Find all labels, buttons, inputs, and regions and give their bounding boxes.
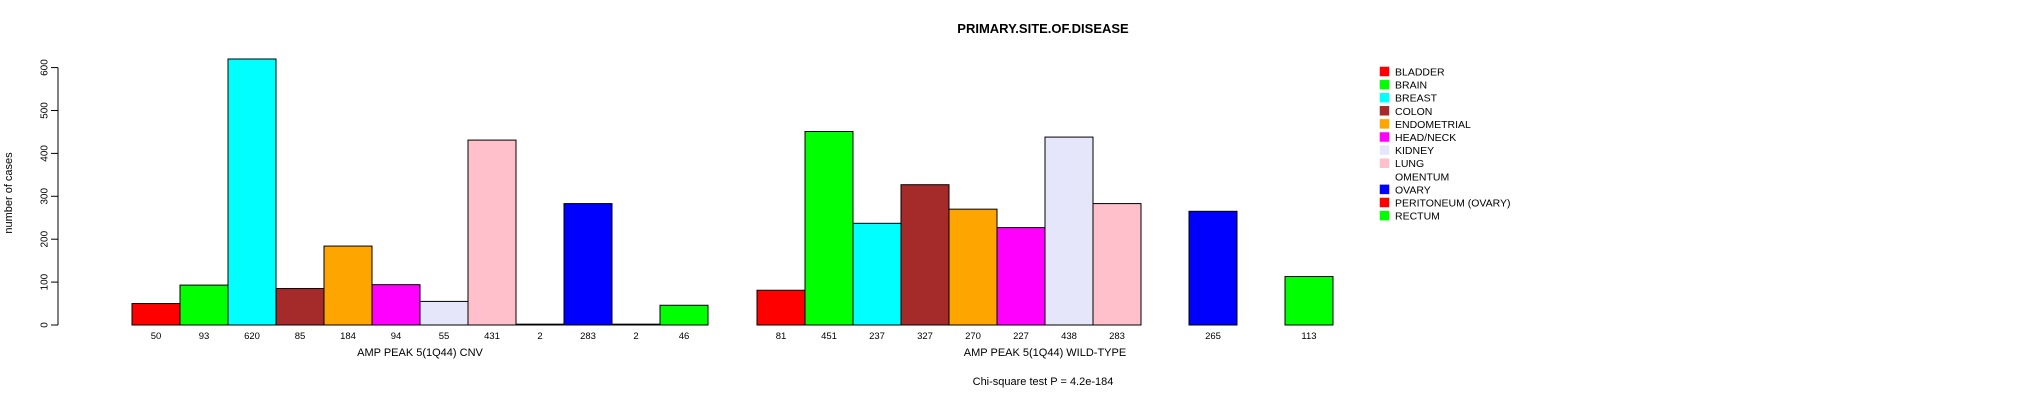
legend-swatch-endometrial (1379, 119, 1390, 129)
legend-label-breast: BREAST (1395, 93, 1438, 105)
bar-rectum (1284, 276, 1334, 326)
bar-brain (804, 131, 854, 326)
y-axis-label: number of cases (3, 152, 15, 234)
bar-bladder (756, 289, 806, 326)
y-tick-label: 200 (40, 230, 51, 247)
bar-count-label: 184 (340, 331, 356, 342)
bar-count-label: 113 (1301, 331, 1316, 342)
bar-omentum (515, 323, 565, 326)
bar-group-cnv: 50 93 620 85 184 94 55 431 2 283 2 46 (131, 58, 709, 342)
chart-title: PRIMARY.SITE.OF.DISEASE (957, 21, 1129, 36)
bar-head-neck (371, 284, 421, 326)
legend-swatch-head-neck (1379, 132, 1390, 142)
bar-count-label: 265 (1205, 331, 1221, 342)
bar-endometrial (948, 208, 998, 326)
legend-label-peritoneum-ovary: PERITONEUM (OVARY) (1395, 198, 1511, 210)
bar-breast (852, 222, 902, 326)
bar-breast (227, 58, 277, 326)
bar-count-label: 81 (776, 331, 787, 342)
legend-label-head-neck: HEAD/NECK (1395, 132, 1456, 144)
bar-count-label: 620 (244, 331, 260, 342)
chi-square-footnote: Chi-square test P = 4.2e-184 (973, 376, 1114, 388)
bar-ovary (1188, 210, 1238, 326)
bar-lung (467, 139, 517, 326)
bar-count-label: 431 (484, 331, 500, 342)
legend-label-kidney: KIDNEY (1395, 145, 1434, 157)
y-tick-label: 300 (40, 188, 51, 205)
legend-swatch-colon (1379, 106, 1390, 116)
x-axis-label-wild-type: AMP PEAK 5(1Q44) WILD-TYPE (964, 347, 1126, 359)
bar-count-label: 227 (1013, 331, 1029, 342)
legend-label-brain: BRAIN (1395, 80, 1427, 92)
legend-swatch-lung (1379, 158, 1390, 168)
y-tick-label: 500 (40, 102, 51, 119)
bar-colon (275, 288, 325, 326)
legend-label-endometrial: ENDOMETRIAL (1395, 119, 1471, 131)
legend-label-ovary: OVARY (1395, 184, 1431, 196)
legend-swatch-brain (1379, 79, 1390, 90)
bar-count-label: 237 (869, 331, 885, 342)
bar-count-label: 50 (151, 331, 162, 342)
bar-count-label: 2 (537, 331, 542, 342)
legend-swatch-rectum (1379, 210, 1390, 221)
legend-swatch-bladder (1379, 66, 1390, 77)
bar-kidney (419, 300, 469, 326)
bar-count-label: 94 (391, 331, 402, 342)
bar-count-label: 283 (1109, 331, 1125, 342)
bar-brain (179, 284, 229, 326)
bar-count-label: 55 (439, 331, 450, 342)
bar-kidney (1044, 136, 1094, 326)
y-tick-label: 0 (40, 322, 51, 328)
legend-swatch-peritoneum-ovary (1379, 197, 1390, 208)
legend-swatch-ovary (1379, 184, 1390, 195)
x-axis-label-cnv: AMP PEAK 5(1Q44) CNV (357, 347, 483, 359)
legend-label-rectum: RECTUM (1395, 211, 1440, 223)
legend-swatch-omentum (1380, 171, 1389, 181)
bar-head-neck (996, 227, 1046, 326)
bar-count-label: 85 (295, 331, 306, 342)
bar-ovary (563, 203, 613, 326)
y-tick-label: 100 (40, 273, 51, 290)
bar-bladder (131, 303, 181, 326)
y-tick-label: 600 (40, 59, 51, 76)
bar-peritoneum-ovary (611, 323, 661, 326)
bar-count-label: 2 (633, 331, 638, 342)
bar-rectum (659, 304, 709, 326)
y-tick-label: 400 (40, 145, 51, 162)
bar-count-label: 283 (580, 331, 596, 342)
bar-group-wild-type: 81 451 237 327 270 227 438 283 265 113 (756, 131, 1334, 342)
bar-count-label: 93 (199, 331, 210, 342)
bar-count-label: 451 (821, 331, 837, 342)
bar-count-label: 327 (917, 331, 933, 342)
bar-colon (900, 184, 950, 326)
bar-lung (1092, 203, 1142, 326)
legend: BLADDERBRAINBREASTCOLONENDOMETRIALHEAD/N… (1379, 66, 1511, 223)
bar-count-label: 270 (965, 331, 981, 342)
bar-count-label: 46 (679, 331, 690, 342)
legend-swatch-kidney (1379, 145, 1390, 155)
legend-label-omentum: OMENTUM (1395, 171, 1449, 183)
bar-count-label: 438 (1061, 331, 1077, 342)
legend-label-bladder: BLADDER (1395, 67, 1445, 79)
legend-swatch-breast (1379, 92, 1390, 103)
legend-label-lung: LUNG (1395, 158, 1424, 170)
y-axis: 0 100 200 300 400 500 600 (40, 59, 59, 328)
legend-label-colon: COLON (1395, 106, 1432, 118)
bar-endometrial (323, 245, 373, 326)
